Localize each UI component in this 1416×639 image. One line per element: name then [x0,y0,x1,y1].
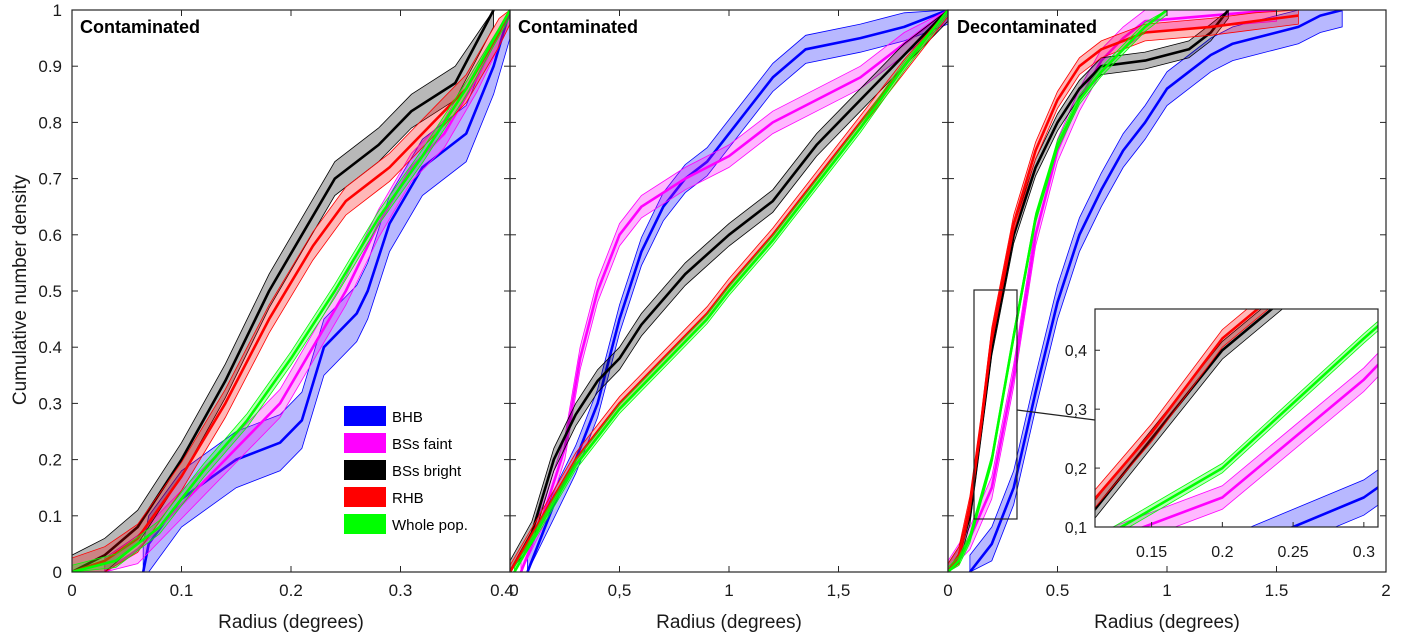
legend-label-whole-pop: Whole pop. [392,517,468,534]
series-line-whole-pop- [72,10,510,572]
confidence-band-whole-pop- [1112,320,1378,527]
x-tick-label: 1 [1162,581,1171,600]
y-axis-label: Cumulative number density [10,174,31,405]
legend-swatch-bss-bright [344,460,386,480]
series-line-bss-faint [1139,363,1378,527]
inset-y-tick-label: 0,2 [1065,461,1087,478]
x-tick-label: 1,5 [827,581,851,600]
y-tick-label: 0 [53,563,62,582]
panel-contaminated-full: 0 0,5 1 1,5 [509,9,949,600]
x-tick-label: 1.5 [1265,581,1289,600]
series-line-bhb [141,10,510,572]
confidence-band-bhb [969,10,1343,572]
inset-connector-line [1016,409,1096,421]
confidence-band-bhb [1249,469,1378,527]
inset-zoom-panel: 0.15 0.2 0.25 0.3 0,1 0,2 0,3 0,4 [1065,308,1379,561]
x-tick-label: 0.5 [1046,581,1070,600]
legend-label-rhb: RHB [392,490,424,507]
x-axis-label-3: Radius (degrees) [1094,612,1240,633]
series-line-whole-pop- [948,10,1168,572]
inset-y-tick-label: 0,1 [1065,520,1087,537]
y-tick-label: 0.6 [38,226,62,245]
series-line-bss-bright [510,10,948,572]
x-tick-label: 0.2 [279,581,303,600]
y-tick-label: 0.9 [38,57,62,76]
series-line-rhb [948,14,1299,572]
inset-zoom-region [973,289,1018,520]
x-tick-label: 0 [943,581,952,600]
confidence-band-rhb [72,10,510,572]
series-line-bhb [526,10,948,572]
legend-swatch-bss-faint [344,433,386,453]
confidence-band-rhb [1095,309,1269,509]
inset-y-tick-label: 0,4 [1065,343,1087,360]
series-line-bhb [968,10,1343,572]
y-tick-label: 1 [53,1,62,20]
confidence-band-bss-faint [104,10,510,572]
y-tick-labels: 0 0.1 0.2 0.3 0.4 0.5 0.6 0.7 0.8 0.9 1 [38,1,62,582]
x-axis-label-1: Radius (degrees) [218,612,364,633]
x-tick-label: 0 [509,581,518,600]
x-tick-label: 1 [724,581,733,600]
y-tick-label: 0.5 [38,282,62,301]
confidence-band-bss-bright [1095,309,1284,519]
inset-frame [1094,308,1379,528]
series-line-whole-pop- [513,10,948,572]
y-tick-label: 0.7 [38,170,62,189]
x-tick-label: 0,5 [608,581,632,600]
x-tick-label: 0.1 [170,581,194,600]
x-tick-label: 0.4 [490,581,514,600]
inset-x-tick-label: 0.2 [1211,544,1233,561]
series-line-bss-bright [72,10,495,572]
confidence-band-whole-pop- [72,10,510,572]
y-tick-label: 0.3 [38,394,62,413]
inset-y-tick-label: 0,3 [1065,402,1087,419]
legend-swatch-bhb [344,406,386,426]
panel-title-1: Contaminated [80,17,200,37]
panel-title-2: Contaminated [518,17,638,37]
panel-title-3: Decontaminated [957,17,1097,37]
inset-x-tick-label: 0.25 [1278,544,1309,561]
legend-label-bss-faint: BSs faint [392,436,453,453]
x-tick-label: 0 [67,581,76,600]
legend-swatch-rhb [344,487,386,507]
y-tick-label: 0.2 [38,451,62,470]
inset-background [1095,309,1378,527]
panel-contaminated-zoom: 0 0.1 0.2 0.3 0.4 [67,9,514,600]
y-tick-label: 0.8 [38,113,62,132]
legend: BHB BSs faint BSs bright RHB Whole pop. [344,406,468,534]
inset-x-tick-label: 0.3 [1353,544,1375,561]
y-tick-label: 0.1 [38,507,62,526]
confidence-band-bss-faint [520,10,948,572]
series-line-bss-faint [104,10,510,572]
legend-label-bhb: BHB [392,409,423,426]
confidence-band-bhb [142,10,510,572]
legend-swatch-whole-pop [344,514,386,534]
confidence-band-whole-pop- [514,10,948,572]
x-axis-label-2: Radius (degrees) [656,612,802,633]
legend-label-bss-bright: BSs bright [392,463,462,480]
y-tick-label: 0.4 [38,338,62,357]
confidence-band-bss-faint [1111,352,1378,527]
x-tick-label: 2 [1381,581,1390,600]
panel-decontaminated: 0 0.5 1 1.5 2 [943,9,1391,600]
inset-x-tick-label: 0.15 [1136,544,1167,561]
x-tick-label: 0.3 [389,581,413,600]
